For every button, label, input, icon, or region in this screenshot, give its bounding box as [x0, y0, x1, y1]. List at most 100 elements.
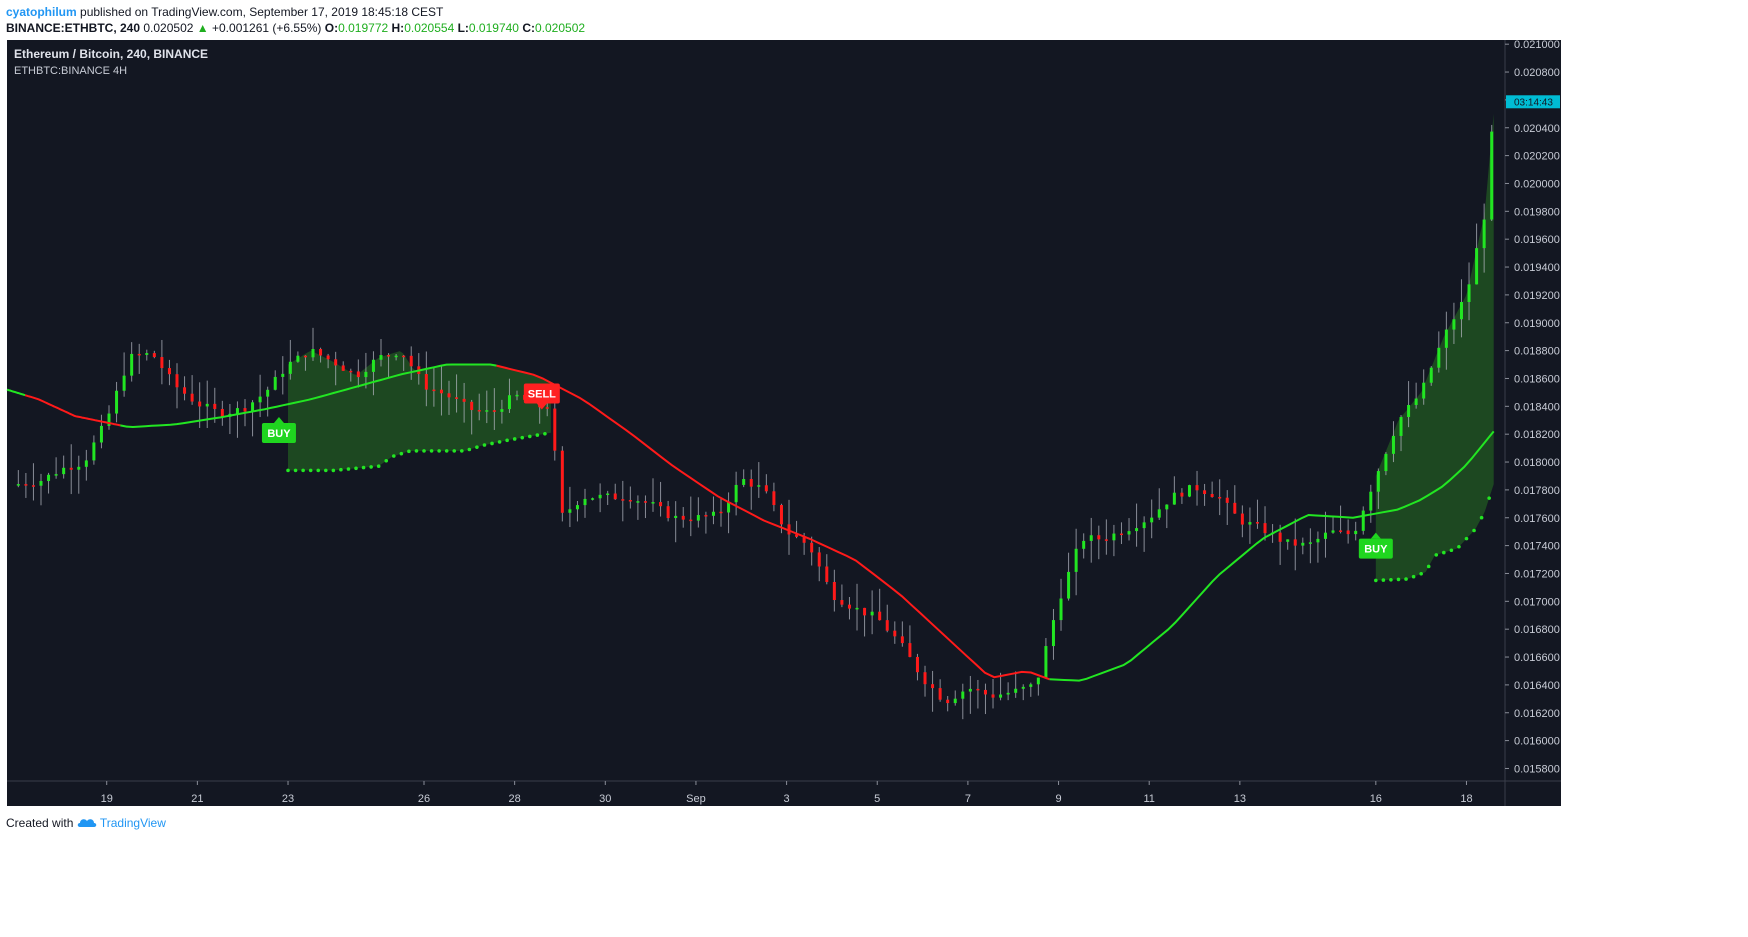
- candle-body: [258, 396, 262, 403]
- candle-body: [946, 699, 950, 704]
- stop-dot: [361, 465, 366, 470]
- candle-body: [545, 407, 549, 409]
- candle-body: [470, 401, 474, 411]
- stop-dot: [407, 449, 411, 454]
- candle-body: [477, 410, 481, 412]
- candle-body: [908, 643, 912, 657]
- candle-body: [1225, 497, 1229, 503]
- stop-dot: [331, 468, 336, 473]
- candle-body: [613, 493, 617, 500]
- open-value: 0.019772: [338, 21, 389, 35]
- candle-body: [817, 552, 821, 567]
- stop-dot: [1396, 577, 1401, 582]
- candle-body: [749, 479, 753, 487]
- buy-signal: BUY: [261, 417, 296, 444]
- stop-dot: [422, 449, 426, 453]
- chart-title: Ethereum / Bitcoin, 240, BINANCE: [14, 47, 208, 61]
- candle-body: [1263, 523, 1267, 534]
- candle-body: [764, 485, 768, 492]
- stop-dot: [1374, 578, 1378, 583]
- candle-body: [1444, 329, 1448, 348]
- stop-dot: [1472, 528, 1476, 533]
- author-link[interactable]: cyatophilum: [6, 5, 77, 19]
- candle-body: [1082, 540, 1086, 549]
- candle-body: [855, 607, 859, 610]
- stop-dot: [505, 438, 509, 443]
- candle-body: [47, 474, 51, 482]
- candle-body: [1210, 493, 1214, 498]
- candle-body: [409, 355, 413, 367]
- candle-body: [492, 410, 496, 412]
- candle-body: [1286, 539, 1290, 542]
- time-tick-label: 3: [784, 793, 790, 805]
- candle-body: [281, 373, 285, 377]
- candle-body: [931, 684, 935, 689]
- candle-body: [243, 408, 247, 412]
- ma-segment: [120, 363, 497, 429]
- current-price-tag: [1506, 95, 1560, 109]
- candle-body: [213, 403, 217, 409]
- candle-body: [341, 365, 345, 371]
- candle-body: [711, 511, 715, 516]
- candle-body: [515, 394, 519, 397]
- stop-dot: [490, 441, 494, 446]
- price-tick-label: 0.019600: [1514, 234, 1560, 246]
- candle-body: [591, 498, 595, 500]
- stop-dot: [346, 467, 351, 471]
- candle-body: [1376, 471, 1380, 492]
- candle-body: [689, 519, 693, 522]
- ma-segment: [496, 364, 1050, 681]
- published-text: published on TradingView.com, September …: [80, 5, 444, 19]
- signal-arrow-icon: [536, 403, 547, 410]
- candle-body: [439, 389, 443, 394]
- candle-body: [991, 694, 995, 698]
- candle-body: [1278, 532, 1282, 542]
- candle-body: [500, 409, 504, 412]
- candle-body: [394, 355, 398, 358]
- stop-dot: [1389, 577, 1393, 582]
- candle-body: [115, 390, 119, 414]
- candle-body: [145, 353, 149, 355]
- candle-body: [1014, 688, 1018, 693]
- candle-body: [1067, 571, 1071, 599]
- signals: BUY SELL BUY: [261, 383, 1393, 559]
- candle-body: [553, 408, 557, 451]
- candle-body: [16, 484, 20, 486]
- candle-body: [84, 460, 88, 467]
- candle-body: [681, 515, 685, 520]
- candle-body: [583, 498, 587, 506]
- tradingview-cloud-icon: [77, 819, 96, 827]
- tradingview-brand[interactable]: TradingView: [99, 816, 166, 830]
- candle-body: [719, 511, 723, 514]
- high-label: H:: [391, 21, 405, 35]
- footer: Created with TradingView: [6, 816, 166, 830]
- candle-body: [1323, 532, 1327, 539]
- price-tick-label: 0.020200: [1514, 151, 1560, 163]
- stop-dot: [475, 445, 479, 449]
- candle-body: [402, 355, 406, 358]
- candle-body: [1482, 219, 1486, 249]
- candle-body: [303, 355, 307, 358]
- candle-body: [54, 474, 58, 476]
- stop-dot: [437, 449, 441, 453]
- candle-body: [288, 361, 292, 374]
- candle-body: [598, 494, 602, 499]
- low-value: 0.019740: [468, 21, 519, 35]
- stop-dot: [1457, 544, 1461, 549]
- candle-body: [364, 371, 368, 378]
- candle-body: [311, 348, 315, 358]
- candle-body: [636, 501, 640, 503]
- stop-dot: [535, 433, 540, 437]
- candle-body: [455, 397, 459, 399]
- candle-body: [1089, 535, 1093, 541]
- candle-body: [1044, 646, 1048, 678]
- candle-body: [870, 611, 874, 616]
- time-tick-label: 9: [1055, 793, 1061, 805]
- close-value: 0.020502: [535, 21, 586, 35]
- candle-body: [205, 403, 209, 407]
- close-label: C:: [522, 21, 535, 35]
- candle-body: [99, 425, 103, 443]
- candle-body: [900, 636, 904, 644]
- candle-body: [651, 502, 655, 504]
